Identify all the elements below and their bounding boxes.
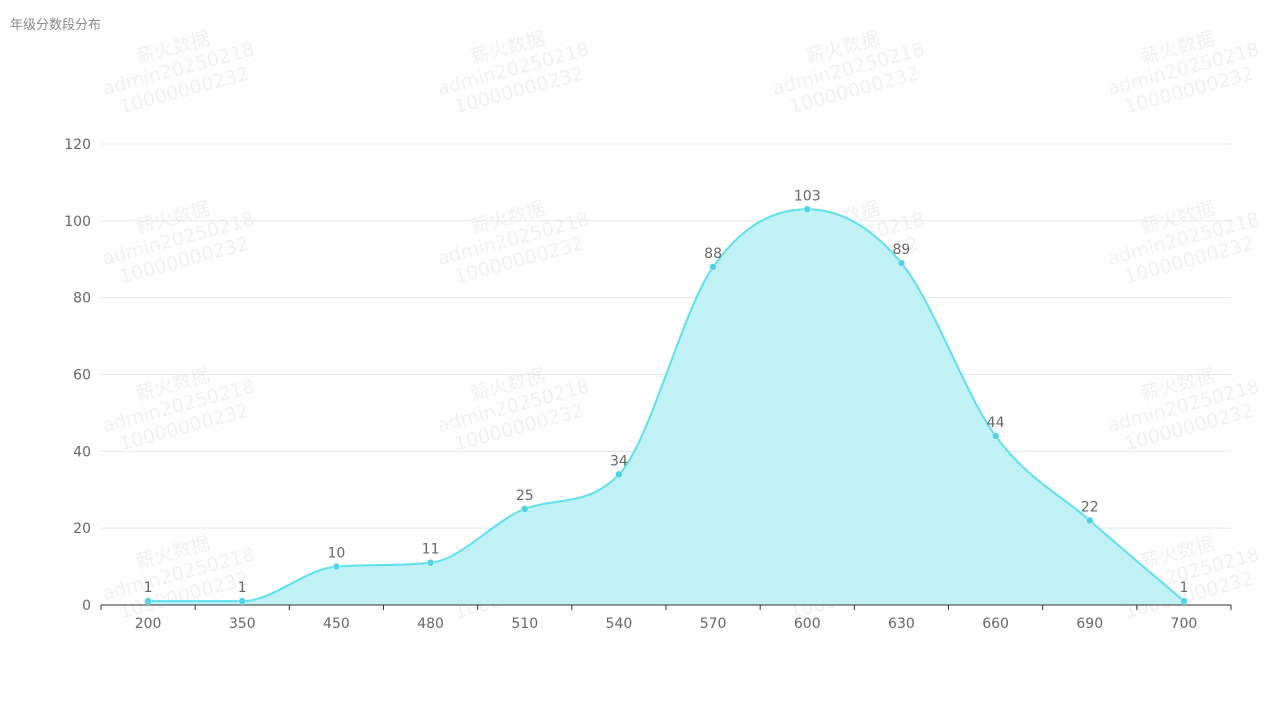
- data-point: [426, 558, 435, 567]
- data-points: [144, 205, 1188, 605]
- x-tick-label: 660: [982, 616, 1009, 632]
- data-point: [1180, 597, 1188, 605]
- data-label: 89: [893, 242, 911, 258]
- data-point: [144, 597, 152, 605]
- data-point: [1086, 516, 1094, 525]
- y-tick-label: 0: [82, 598, 91, 614]
- area-layer: [148, 208, 1185, 605]
- y-tick-label: 40: [73, 444, 91, 460]
- x-tick-label: 600: [794, 616, 821, 632]
- data-point: [332, 562, 341, 571]
- y-tick-label: 20: [73, 521, 91, 537]
- data-point: [991, 432, 1000, 440]
- data-label: 88: [704, 246, 722, 262]
- y-tick-label: 100: [64, 214, 91, 230]
- x-tick-label: 510: [511, 616, 538, 632]
- x-tick-label: 480: [417, 616, 444, 632]
- data-label: 44: [987, 415, 1005, 431]
- data-point: [521, 505, 529, 513]
- y-tick-label: 80: [73, 291, 91, 307]
- data-label: 1: [144, 580, 153, 596]
- area-fill: [148, 209, 1184, 605]
- data-point: [803, 205, 811, 214]
- data-label: 1: [1179, 580, 1188, 596]
- data-label: 34: [610, 453, 628, 469]
- data-point: [897, 259, 906, 267]
- x-tick-label: 570: [700, 616, 727, 632]
- x-tick-label: 450: [323, 616, 350, 632]
- y-axis: 0 20 40 60 80 100 120: [64, 137, 91, 614]
- x-tick-label: 350: [229, 616, 256, 632]
- data-label: 10: [328, 546, 346, 562]
- x-axis: 200 350 450 480 510 540 570 600 630 660 690 700: [100, 604, 1232, 632]
- x-tick-label: 700: [1171, 616, 1198, 632]
- x-tick-label: 630: [888, 616, 915, 632]
- chart-title: 年级分数段分布: [10, 18, 102, 33]
- data-label: 11: [422, 542, 440, 558]
- data-label: 1: [238, 580, 247, 596]
- x-tick-label: 200: [135, 616, 162, 632]
- data-label: 25: [516, 488, 534, 504]
- data-point: [238, 597, 246, 605]
- x-tick-label: 690: [1076, 616, 1103, 632]
- data-point: [615, 470, 623, 479]
- data-label: 22: [1081, 499, 1099, 515]
- y-tick-label: 120: [64, 137, 91, 153]
- y-tick-label: 60: [73, 368, 91, 384]
- data-point: [709, 263, 717, 271]
- x-tick-label: 540: [606, 616, 633, 632]
- data-label: 103: [794, 188, 821, 204]
